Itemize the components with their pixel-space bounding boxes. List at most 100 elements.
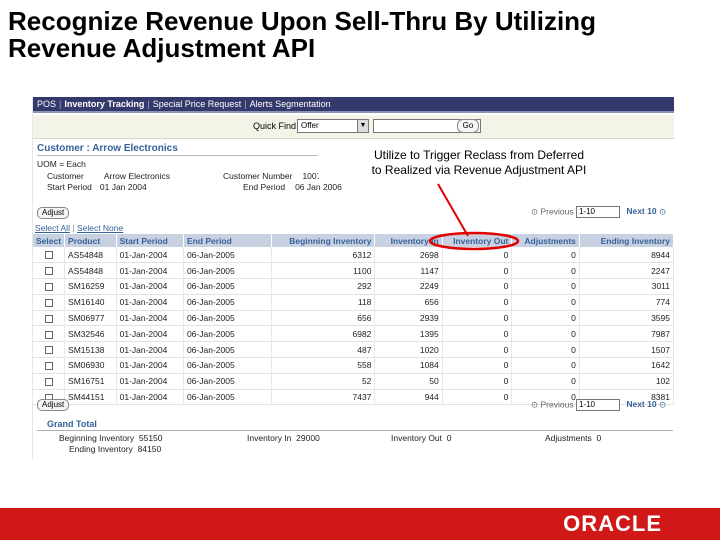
- row-checkbox[interactable]: [44, 314, 53, 323]
- cell-inventory-in: 656: [374, 294, 443, 311]
- chevron-down-icon: ▼: [357, 120, 368, 132]
- cell-adjustments: 0: [511, 389, 580, 406]
- cell-end-period: 06-Jan-2005: [183, 294, 273, 311]
- cell-adjustments: 0: [511, 325, 580, 343]
- end-period-value: 06 Jan 2006: [295, 182, 342, 192]
- row-checkbox[interactable]: [44, 378, 53, 387]
- previous-link[interactable]: Previous: [540, 399, 574, 410]
- tab-pos[interactable]: POS: [37, 99, 57, 109]
- row-checkbox[interactable]: [44, 362, 53, 371]
- cell-end-period: 06-Jan-2005: [183, 373, 273, 390]
- col-start-period[interactable]: Start Period: [116, 234, 184, 247]
- customer-header: Customer : Arrow Electronics: [37, 143, 178, 154]
- row-checkbox[interactable]: [44, 346, 53, 355]
- tab-inventory-tracking[interactable]: Inventory Tracking: [64, 99, 145, 109]
- cell-adjustments: 0: [511, 294, 580, 311]
- table-row: SM16751 01-Jan-2004 06-Jan-2005 52 50 0 0 102: [33, 373, 675, 390]
- row-select-cell: [33, 247, 66, 264]
- col-adjustments[interactable]: Adjustments: [511, 234, 580, 247]
- slide-title: Recognize Revenue Upon Sell-Thru By Util…: [8, 8, 708, 62]
- row-select-cell: [33, 294, 66, 311]
- cell-beginning-inventory: 6982: [271, 325, 376, 343]
- grand-total-adjustments: Adjustments 0: [545, 433, 601, 443]
- beginning-inventory-label: Beginning Inventory: [59, 433, 135, 443]
- previous-icon: ⊙: [531, 206, 539, 217]
- cell-ending-inventory: 7987: [579, 325, 675, 343]
- quick-find-bar: Quick Find Offer ▼ Go: [33, 115, 674, 139]
- ending-inventory-label: Ending Inventory: [69, 444, 133, 454]
- adjust-button-bottom[interactable]: Adjust: [37, 399, 70, 411]
- range-select[interactable]: 1-10: [575, 399, 620, 411]
- cell-product: SM06977: [64, 310, 117, 327]
- uom-label: UOM = Each: [37, 159, 86, 169]
- tab-special-price-request[interactable]: Special Price Request: [152, 99, 242, 109]
- row-select-cell: [33, 357, 66, 374]
- next-link[interactable]: Next 10: [626, 206, 657, 217]
- cell-inventory-in: 2249: [374, 278, 443, 295]
- beginning-inventory-value: 55150: [138, 433, 163, 443]
- cell-end-period: 06-Jan-2005: [183, 325, 273, 343]
- pager-top: ⊙ Previous 1-10 Next 10 ⊙: [531, 206, 666, 218]
- cell-inventory-in: 2939: [374, 310, 443, 327]
- cell-beginning-inventory: 7437: [271, 389, 376, 406]
- cell-beginning-inventory: 656: [271, 310, 376, 327]
- cell-product: AS54848: [64, 247, 117, 264]
- table-row: AS54848 01-Jan-2004 06-Jan-2005 1100 1147 0 0 2…: [33, 262, 675, 280]
- row-select-cell: [33, 341, 66, 359]
- cell-start-period: 01-Jan-2004: [116, 373, 184, 390]
- end-period-field: End Period 06 Jan 2006: [243, 182, 342, 192]
- next-link[interactable]: Next 10: [626, 399, 657, 410]
- table-header-row: Select Product Start Period End Period B…: [33, 234, 675, 247]
- col-inventory-out[interactable]: Inventory Out: [442, 234, 513, 247]
- range-select[interactable]: 1-10: [575, 206, 620, 218]
- cell-ending-inventory: 2247: [579, 262, 675, 280]
- cell-beginning-inventory: 6312: [271, 247, 376, 264]
- previous-link[interactable]: Previous: [540, 206, 574, 217]
- callout-arrow-line: [437, 183, 469, 237]
- cell-beginning-inventory: 558: [271, 357, 376, 374]
- tab-separator: |: [147, 99, 150, 109]
- row-checkbox[interactable]: [44, 283, 53, 292]
- cell-product: SM16751: [64, 373, 117, 390]
- quick-find-label: Quick Find: [253, 121, 297, 131]
- go-button[interactable]: Go: [457, 119, 479, 133]
- cell-inventory-in: 2698: [374, 247, 443, 264]
- cell-adjustments: 0: [511, 357, 580, 374]
- row-checkbox[interactable]: [44, 251, 53, 260]
- select-all-link[interactable]: Select All: [35, 223, 70, 233]
- table-row: SM15138 01-Jan-2004 06-Jan-2005 487 1020 0 0 15…: [33, 341, 675, 359]
- range-value: 1-10: [578, 207, 595, 216]
- col-end-period[interactable]: End Period: [183, 234, 273, 247]
- select-none-link[interactable]: Select None: [76, 223, 124, 233]
- cell-inventory-in: 50: [374, 373, 443, 390]
- cell-adjustments: 0: [511, 341, 580, 359]
- quick-find-input[interactable]: [373, 119, 481, 133]
- inventory-table: Select Product Start Period End Period B…: [33, 234, 675, 406]
- table-row: SM16140 01-Jan-2004 06-Jan-2005 118 656 0 0 774: [33, 294, 675, 311]
- tab-alerts-segmentation[interactable]: Alerts Segmentation: [249, 99, 331, 109]
- customer-label: Customer: [47, 171, 84, 181]
- cell-inventory-out: 0: [442, 310, 513, 327]
- customer-number-field: Customer Number 1007: [223, 171, 321, 181]
- pager-bottom: ⊙ Previous 1-10 Next 10 ⊙: [531, 399, 666, 411]
- tab-bar: POS | Inventory Tracking | Special Price Req…: [33, 97, 674, 113]
- cell-product: SM15138: [64, 341, 117, 359]
- cell-inventory-in: 1020: [374, 341, 443, 359]
- cell-inventory-out: 0: [442, 373, 513, 390]
- col-inventory-in[interactable]: Inventory In: [374, 234, 443, 247]
- col-ending-inventory[interactable]: Ending Inventory: [579, 234, 675, 247]
- quick-find-select[interactable]: Offer ▼: [297, 119, 369, 133]
- oracle-logo: ORACLE: [563, 511, 662, 536]
- adjust-button[interactable]: Adjust: [37, 207, 70, 219]
- row-checkbox[interactable]: [44, 299, 53, 308]
- grand-total-ending: Ending Inventory 84150: [69, 444, 161, 454]
- cell-start-period: 01-Jan-2004: [116, 262, 184, 280]
- col-product[interactable]: Product: [64, 234, 117, 247]
- row-checkbox[interactable]: [44, 267, 53, 276]
- col-beginning-inventory[interactable]: Beginning Inventory: [271, 234, 376, 247]
- cell-end-period: 06-Jan-2005: [183, 262, 273, 280]
- cell-adjustments: 0: [511, 373, 580, 390]
- row-checkbox[interactable]: [44, 330, 53, 339]
- cell-start-period: 01-Jan-2004: [116, 325, 184, 343]
- inventory-in-label: Inventory In: [247, 433, 292, 443]
